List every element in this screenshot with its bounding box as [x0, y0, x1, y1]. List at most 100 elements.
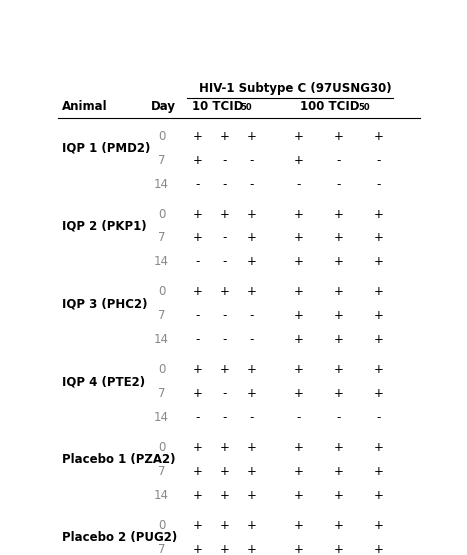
- Text: -: -: [250, 309, 254, 322]
- Text: 0: 0: [158, 285, 165, 299]
- Text: 14: 14: [154, 333, 169, 346]
- Text: +: +: [334, 309, 344, 322]
- Text: +: +: [193, 363, 203, 376]
- Text: +: +: [334, 231, 344, 244]
- Text: +: +: [374, 309, 383, 322]
- Text: +: +: [374, 518, 383, 532]
- Text: +: +: [374, 441, 383, 454]
- Text: 7: 7: [158, 154, 165, 166]
- Text: +: +: [220, 465, 230, 478]
- Text: -: -: [250, 154, 254, 166]
- Text: -: -: [223, 255, 227, 269]
- Text: +: +: [374, 208, 383, 220]
- Text: +: +: [247, 363, 257, 376]
- Text: Placebo 1 (PZA2): Placebo 1 (PZA2): [62, 453, 176, 466]
- Text: 7: 7: [158, 387, 165, 400]
- Text: +: +: [247, 208, 257, 220]
- Text: -: -: [223, 309, 227, 322]
- Text: +: +: [193, 208, 203, 220]
- Text: +: +: [294, 333, 304, 346]
- Text: +: +: [294, 489, 304, 502]
- Text: IQP 4 (PTE2): IQP 4 (PTE2): [62, 375, 145, 388]
- Text: 14: 14: [154, 411, 169, 424]
- Text: +: +: [374, 387, 383, 400]
- Text: +: +: [247, 231, 257, 244]
- Text: +: +: [220, 130, 230, 143]
- Text: +: +: [294, 208, 304, 220]
- Text: +: +: [294, 285, 304, 299]
- Text: +: +: [220, 363, 230, 376]
- Text: -: -: [223, 333, 227, 346]
- Text: +: +: [374, 231, 383, 244]
- Text: 14: 14: [154, 489, 169, 502]
- Text: +: +: [193, 231, 203, 244]
- Text: +: +: [334, 465, 344, 478]
- Text: 7: 7: [158, 309, 165, 322]
- Text: +: +: [220, 208, 230, 220]
- Text: -: -: [297, 178, 301, 190]
- Text: +: +: [247, 130, 257, 143]
- Text: +: +: [247, 285, 257, 299]
- Text: 10 TCID: 10 TCID: [192, 100, 243, 113]
- Text: +: +: [334, 285, 344, 299]
- Text: +: +: [294, 130, 304, 143]
- Text: +: +: [374, 333, 383, 346]
- Text: HIV-1 Subtype C (97USNG30): HIV-1 Subtype C (97USNG30): [199, 82, 392, 94]
- Text: -: -: [196, 411, 200, 424]
- Text: -: -: [223, 411, 227, 424]
- Text: +: +: [334, 441, 344, 454]
- Text: 0: 0: [158, 208, 165, 220]
- Text: Animal: Animal: [62, 100, 107, 113]
- Text: +: +: [247, 543, 257, 555]
- Text: -: -: [223, 154, 227, 166]
- Text: +: +: [374, 255, 383, 269]
- Text: IQP 3 (PHC2): IQP 3 (PHC2): [62, 297, 148, 310]
- Text: +: +: [334, 208, 344, 220]
- Text: -: -: [223, 178, 227, 190]
- Text: +: +: [193, 285, 203, 299]
- Text: -: -: [376, 178, 381, 190]
- Text: +: +: [247, 518, 257, 532]
- Text: 7: 7: [158, 465, 165, 478]
- Text: -: -: [223, 387, 227, 400]
- Text: +: +: [334, 130, 344, 143]
- Text: +: +: [294, 518, 304, 532]
- Text: +: +: [334, 489, 344, 502]
- Text: -: -: [250, 411, 254, 424]
- Text: 7: 7: [158, 543, 165, 555]
- Text: 0: 0: [158, 441, 165, 454]
- Text: +: +: [294, 255, 304, 269]
- Text: -: -: [337, 411, 341, 424]
- Text: +: +: [374, 465, 383, 478]
- Text: +: +: [193, 441, 203, 454]
- Text: +: +: [294, 154, 304, 166]
- Text: -: -: [250, 178, 254, 190]
- Text: +: +: [247, 387, 257, 400]
- Text: +: +: [193, 154, 203, 166]
- Text: +: +: [334, 387, 344, 400]
- Text: -: -: [297, 411, 301, 424]
- Text: +: +: [334, 333, 344, 346]
- Text: -: -: [337, 154, 341, 166]
- Text: 14: 14: [154, 178, 169, 190]
- Text: -: -: [376, 154, 381, 166]
- Text: 0: 0: [158, 518, 165, 532]
- Text: +: +: [193, 543, 203, 555]
- Text: -: -: [196, 333, 200, 346]
- Text: Day: Day: [151, 100, 176, 113]
- Text: +: +: [334, 363, 344, 376]
- Text: IQP 2 (PKP1): IQP 2 (PKP1): [62, 219, 147, 233]
- Text: -: -: [376, 411, 381, 424]
- Text: 100 TCID: 100 TCID: [300, 100, 360, 113]
- Text: -: -: [223, 231, 227, 244]
- Text: +: +: [220, 543, 230, 555]
- Text: +: +: [294, 543, 304, 555]
- Text: +: +: [294, 387, 304, 400]
- Text: +: +: [220, 518, 230, 532]
- Text: +: +: [294, 231, 304, 244]
- Text: Placebo 2 (PUG2): Placebo 2 (PUG2): [62, 531, 177, 543]
- Text: +: +: [374, 130, 383, 143]
- Text: -: -: [196, 255, 200, 269]
- Text: 14: 14: [154, 255, 169, 269]
- Text: -: -: [196, 178, 200, 190]
